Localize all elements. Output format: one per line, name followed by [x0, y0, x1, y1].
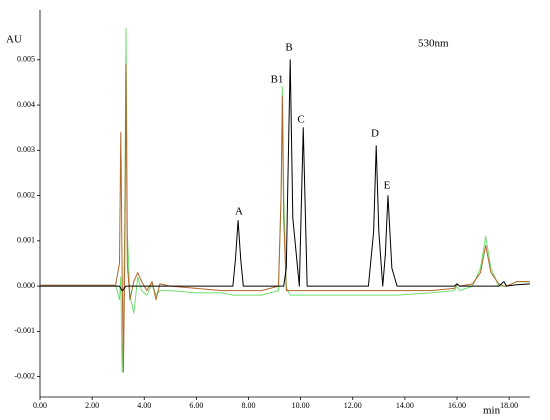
- y-tick-label: 0.005: [17, 55, 35, 64]
- x-tick-label: 12.00: [344, 401, 362, 410]
- x-tick-label: 8.00: [242, 401, 256, 410]
- y-tick-label: 0.004: [17, 100, 35, 109]
- x-axis-label: min: [483, 405, 501, 417]
- trace-line: [40, 27, 530, 373]
- x-tick-label: 4.00: [137, 401, 151, 410]
- peak-label: C: [297, 114, 304, 126]
- x-tick-label: 2.00: [85, 401, 99, 410]
- x-tick-label: 0.00: [33, 401, 47, 410]
- y-tick-label: 0.000: [17, 281, 35, 290]
- peak-label: A: [235, 206, 243, 218]
- x-tick-label: 14.00: [396, 401, 414, 410]
- y-tick-label: 0.003: [17, 145, 35, 154]
- trace-line: [40, 63, 530, 373]
- y-tick-label: -0.002: [14, 371, 35, 380]
- y-tick-label: -0.001: [14, 326, 35, 335]
- peak-label: B1: [271, 74, 284, 86]
- y-tick-label: 0.002: [17, 190, 35, 199]
- peak-label: E: [384, 180, 391, 192]
- peak-label: D: [371, 128, 379, 140]
- x-tick-label: 10.00: [292, 401, 310, 410]
- y-tick-label: 0.001: [17, 236, 35, 245]
- subtitle: 530nm: [418, 38, 449, 50]
- x-tick-label: 16.00: [448, 401, 466, 410]
- y-axis-label: AU: [6, 34, 22, 46]
- x-tick-label: 18.00: [500, 401, 518, 410]
- x-tick-label: 6.00: [189, 401, 203, 410]
- peak-label: B: [285, 42, 292, 54]
- trace-line: [40, 59, 531, 292]
